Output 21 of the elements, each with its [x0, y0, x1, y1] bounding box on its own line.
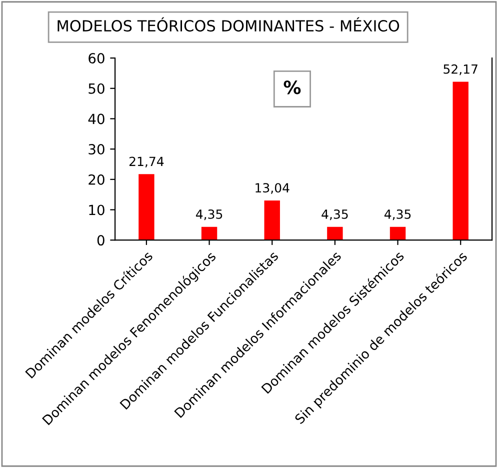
chart-title: MODELOS TEÓRICOS DOMINANTES - MÉXICO: [58, 17, 400, 32]
data-label: 13,04: [256, 183, 290, 194]
data-label: 4,35: [196, 209, 222, 220]
data-label: 4,35: [322, 209, 348, 220]
y-tick-label: 40: [88, 114, 104, 124]
y-tick-label: 10: [89, 204, 104, 216]
data-label: 21,74: [129, 156, 164, 168]
bar: [327, 226, 343, 240]
bar: [264, 200, 280, 240]
y-tick-label: 30: [88, 144, 104, 155]
y-tick-label: 0: [97, 235, 104, 246]
data-label: 4,35: [384, 209, 411, 220]
data-label: 52,17: [444, 64, 478, 76]
y-tick-label: 20: [88, 174, 104, 185]
annotation: %: [284, 80, 301, 94]
y-tick-label: 60: [88, 53, 104, 64]
bar: [452, 82, 468, 240]
bar: [138, 174, 154, 240]
bar: [201, 226, 218, 240]
y-tick-label: 50: [88, 83, 104, 94]
bar: [390, 226, 406, 240]
